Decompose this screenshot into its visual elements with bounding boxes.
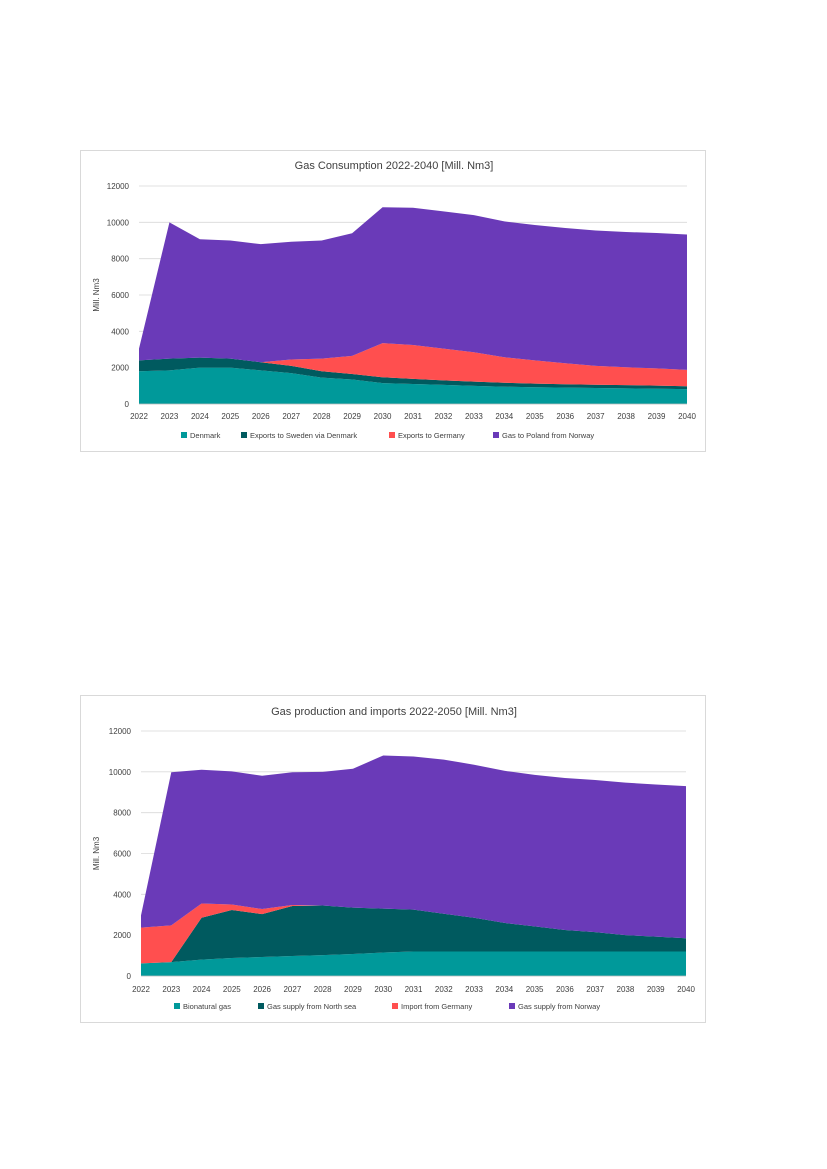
x-tick-label: 2022 <box>130 412 148 421</box>
x-tick-label: 2027 <box>282 412 300 421</box>
area-series-denmark <box>139 367 687 404</box>
area-series-gas-supply-from-north-sea <box>141 905 686 964</box>
legend-swatch <box>174 1003 180 1009</box>
y-tick-label: 2000 <box>113 931 131 940</box>
area-series-gas-supply-from-norway <box>141 755 686 939</box>
x-tick-label: 2033 <box>465 412 483 421</box>
legend-swatch <box>392 1003 398 1009</box>
x-tick-label: 2022 <box>132 985 150 994</box>
y-tick-label: 6000 <box>113 850 131 859</box>
y-axis-label: Mill. Nm3 <box>92 836 101 870</box>
x-tick-label: 2031 <box>405 985 423 994</box>
x-tick-label: 2029 <box>344 985 362 994</box>
y-tick-label: 6000 <box>111 291 129 300</box>
gas-production-imports-chart: Gas production and imports 2022-2050 [Mi… <box>80 695 706 1023</box>
legend-label: Gas to Poland from Norway <box>502 431 594 440</box>
legend-swatch <box>241 432 247 438</box>
x-tick-label: 2026 <box>252 412 270 421</box>
legend-label: Denmark <box>190 431 221 440</box>
chart-title: Gas production and imports 2022-2050 [Mi… <box>271 706 517 718</box>
area-series-bionatural-gas <box>141 951 686 976</box>
x-tick-label: 2025 <box>223 985 241 994</box>
x-tick-label: 2035 <box>526 412 544 421</box>
x-tick-label: 2024 <box>193 985 211 994</box>
y-tick-label: 12000 <box>107 182 130 191</box>
y-tick-label: 8000 <box>113 809 131 818</box>
legend-label: Exports to Sweden via Denmark <box>250 431 357 440</box>
legend-label: Bionatural gas <box>183 1002 231 1011</box>
x-tick-label: 2037 <box>587 412 605 421</box>
x-tick-label: 2040 <box>677 985 695 994</box>
y-tick-label: 12000 <box>109 727 132 736</box>
y-tick-label: 4000 <box>111 327 129 336</box>
x-tick-label: 2039 <box>647 985 665 994</box>
legend-swatch <box>493 432 499 438</box>
x-tick-label: 2023 <box>162 985 180 994</box>
gas-consumption-svg: Gas Consumption 2022-2040 [Mill. Nm3]020… <box>92 160 696 440</box>
y-tick-label: 10000 <box>107 218 130 227</box>
x-tick-label: 2030 <box>374 985 392 994</box>
legend-label: Import from Germany <box>401 1002 473 1011</box>
x-tick-label: 2025 <box>221 412 239 421</box>
y-tick-label: 4000 <box>113 890 131 899</box>
x-tick-label: 2040 <box>678 412 696 421</box>
x-tick-label: 2026 <box>253 985 271 994</box>
y-tick-label: 8000 <box>111 255 129 264</box>
x-tick-label: 2032 <box>435 412 453 421</box>
legend-label: Gas supply from North sea <box>267 1002 357 1011</box>
y-tick-label: 0 <box>125 400 130 409</box>
y-axis-label: Mill. Nm3 <box>92 278 101 312</box>
y-tick-label: 2000 <box>111 364 129 373</box>
y-tick-label: 10000 <box>109 768 132 777</box>
x-tick-label: 2029 <box>343 412 361 421</box>
x-tick-label: 2023 <box>161 412 179 421</box>
x-tick-label: 2034 <box>495 412 513 421</box>
x-tick-label: 2034 <box>495 985 513 994</box>
x-tick-label: 2037 <box>586 985 604 994</box>
x-tick-label: 2038 <box>617 985 635 994</box>
x-tick-label: 2036 <box>556 412 574 421</box>
x-tick-label: 2024 <box>191 412 209 421</box>
legend-swatch <box>181 432 187 438</box>
x-tick-label: 2028 <box>313 412 331 421</box>
x-tick-label: 2039 <box>648 412 666 421</box>
x-tick-label: 2030 <box>374 412 392 421</box>
legend-swatch <box>509 1003 515 1009</box>
legend-label: Exports to Germany <box>398 431 465 440</box>
legend-swatch <box>389 432 395 438</box>
y-tick-label: 0 <box>127 972 132 981</box>
x-tick-label: 2032 <box>435 985 453 994</box>
x-tick-label: 2035 <box>526 985 544 994</box>
x-tick-label: 2027 <box>283 985 301 994</box>
x-tick-label: 2038 <box>617 412 635 421</box>
x-tick-label: 2031 <box>404 412 422 421</box>
chart-title: Gas Consumption 2022-2040 [Mill. Nm3] <box>295 160 494 172</box>
area-series-gas-to-poland-from-norway <box>139 207 687 370</box>
area-series-exports-to-sweden-via-denmark <box>139 357 687 390</box>
x-tick-label: 2036 <box>556 985 574 994</box>
x-tick-label: 2033 <box>465 985 483 994</box>
area-series-import-from-germany <box>141 903 686 964</box>
legend-swatch <box>258 1003 264 1009</box>
gas-consumption-chart: Gas Consumption 2022-2040 [Mill. Nm3] 0 20… <box>80 150 706 452</box>
legend-label: Gas supply from Norway <box>518 1002 600 1011</box>
gas-production-svg: Gas production and imports 2022-2050 [Mi… <box>92 706 695 1011</box>
x-tick-label: 2028 <box>314 985 332 994</box>
area-series-exports-to-germany <box>139 343 687 387</box>
